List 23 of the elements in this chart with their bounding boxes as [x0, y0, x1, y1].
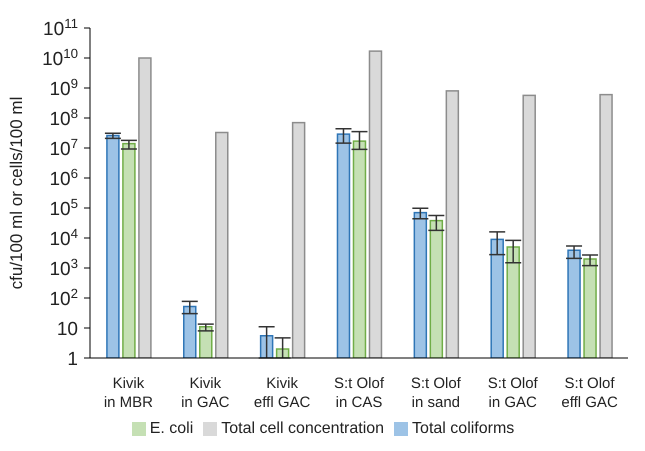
y-tick-label: 10$^{7}$ — [49, 136, 78, 160]
y-tick-label: 10$^{8}$ — [49, 106, 78, 130]
x-tick-label: Kivik effl GAC — [254, 375, 311, 411]
legend-label: E. coli — [150, 420, 194, 437]
x-tick-label: Kivik in MBR — [104, 375, 154, 411]
y-tick-label: 1 — [67, 349, 78, 370]
y-tick-label: 10$^{3}$ — [49, 256, 78, 280]
x-tick-label: S:t Olof in sand — [410, 375, 462, 411]
y-tick-label: 10$^{6}$ — [49, 166, 78, 190]
x-tick-label: S:t Olof effl GAC — [561, 375, 618, 411]
y-tick-label: 10$^{9}$ — [49, 76, 78, 100]
y-tick-label: 10$^{2}$ — [49, 286, 78, 310]
y-tick-label: 10$^{4}$ — [49, 226, 78, 250]
y-tick-label: 10 — [56, 319, 78, 340]
x-tick-label: S:t Olof in CAS — [334, 375, 385, 411]
y-tick-label: 10$^{10}$ — [42, 46, 78, 70]
y-axis-title: cfu/100 ml or cells/100 ml — [7, 96, 26, 290]
x-tick-label: S:t Olof in GAC — [488, 375, 539, 411]
y-tick-label: 10$^{5}$ — [49, 196, 78, 220]
y-tick-label: 10$^{11}$ — [43, 16, 78, 40]
legend-label: Total cell concentration — [221, 420, 384, 437]
x-tick-label: Kivik in GAC — [181, 375, 230, 411]
legend-label: Total coliforms — [412, 420, 514, 437]
